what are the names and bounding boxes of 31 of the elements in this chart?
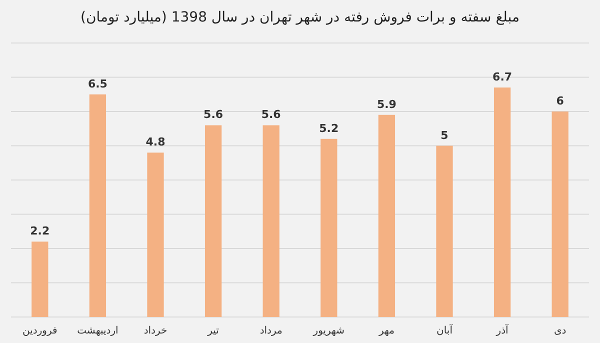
data-label: 5.6	[261, 108, 282, 122]
data-label: 2.2	[30, 224, 50, 238]
data-label: 5.2	[319, 122, 339, 135]
x-tick-label: اردیبهشت	[77, 326, 118, 336]
x-tick-label: تیر	[206, 326, 220, 336]
x-tick-label: آبان	[436, 324, 454, 336]
x-tick-label: دی	[554, 326, 566, 336]
bar	[552, 112, 568, 317]
data-label: 5.6	[204, 108, 224, 122]
data-label: 6.5	[88, 77, 108, 90]
bar	[262, 125, 280, 317]
x-tick-label: خرداد	[144, 326, 168, 336]
data-label: 6.7	[492, 70, 512, 84]
bar	[436, 146, 453, 317]
bar	[378, 114, 396, 317]
x-tick-label: آذر	[495, 324, 510, 336]
x-tick-label: مهر	[378, 326, 394, 336]
x-tick-label: مرداد	[260, 326, 282, 336]
x-tick-label: شهریور	[312, 326, 345, 336]
x-tick-label: فروردین	[22, 326, 58, 336]
bar	[204, 125, 222, 317]
data-label: 5.9	[376, 98, 396, 111]
data-label: 6	[556, 94, 564, 108]
bar	[32, 242, 48, 317]
chart-title: مبلغ سفته و برات فروش رفته در شهر تهران در سال 1398 (میلیارد تومان)	[80, 10, 520, 26]
bar	[89, 94, 106, 317]
bar	[494, 88, 511, 317]
bar	[320, 138, 338, 317]
data-label: 4.8	[146, 136, 166, 149]
data-label: 5	[440, 128, 448, 142]
bar	[147, 152, 164, 317]
